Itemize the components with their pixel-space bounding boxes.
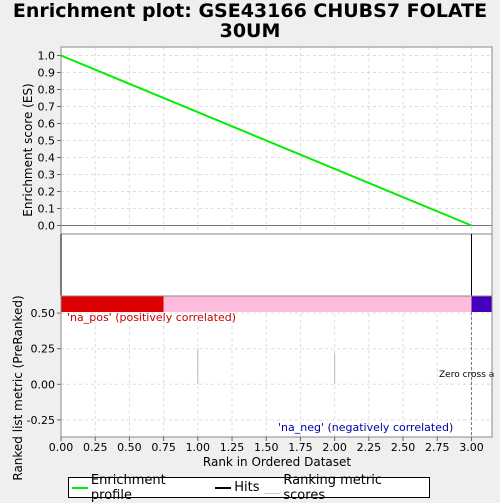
color-bar-segment [163, 296, 472, 312]
color-bar-segment [471, 296, 492, 312]
x-axis-label: Rank in Ordered Dataset [203, 455, 351, 469]
x-tick-label: 1.25 [220, 441, 245, 454]
es-panel: 0.0 0.1 0.2 0.3 0.4 0.5 0.6 0.7 0.8 0.9 1.0 [38, 46, 493, 235]
x-tick-label: 1.50 [254, 441, 279, 454]
x-tick-label: 0.25 [83, 441, 108, 454]
es-tick-label: 0.6 [38, 118, 56, 131]
x-tick-label: 0.50 [117, 441, 142, 454]
x-tick-label: 2.50 [391, 441, 416, 454]
pos-correlated-label: 'na_pos' (positively correlated) [67, 311, 236, 324]
x-tick-label: 0.00 [49, 441, 74, 454]
legend-hits-label: Hits [234, 480, 260, 495]
legend: Enrichment profile Hits Ranking metric s… [68, 473, 430, 503]
chart-title: Enrichment plot: GSE43166 CHUBS7 FOLATE … [12, 0, 488, 42]
es-axis-label: Enrichment score (ES) [21, 83, 35, 216]
rank-axis-label: Ranked list metric (PreRanked) [11, 295, 25, 480]
hits-panel [60, 233, 493, 297]
legend-profile-label: Enrichment profile [90, 472, 166, 503]
es-plot-area [61, 47, 492, 234]
es-tick-label: 0.4 [38, 152, 56, 165]
es-tick-label: 0.1 [38, 203, 56, 216]
hits-plot-area [60, 233, 493, 297]
es-tick-label: 0.8 [38, 84, 56, 97]
legend-item-hits: Hits [215, 480, 259, 495]
es-tick-label: 1.0 [38, 50, 56, 63]
x-tick-label: 2.00 [322, 441, 347, 454]
legend-profile-swatch [72, 486, 88, 489]
color-bar-segment [61, 296, 164, 312]
legend-ranking-label: Ranking metric scores [283, 472, 382, 503]
es-tick-label: 0.2 [38, 186, 56, 199]
x-axis: 0.00 0.25 0.50 0.75 1.00 1.25 1.50 1.75 2.00 2.25… [49, 437, 484, 454]
x-tick-label: 2.25 [357, 441, 382, 454]
enrichment-profile-line [60, 54, 472, 227]
rank-plot-area [61, 296, 492, 437]
legend-hits-swatch [215, 486, 232, 489]
x-tick-label: 2.75 [425, 441, 450, 454]
x-tick-label: 1.75 [288, 441, 313, 454]
es-tick-label: 0.0 [38, 220, 56, 233]
rank-frame [60, 295, 493, 438]
rank-tick-label: 0.00 [31, 378, 56, 391]
es-tick-label: 0.5 [38, 135, 56, 148]
rank-tick-label: 0.50 [31, 307, 56, 320]
rank-tick-label: -0.25 [27, 414, 55, 427]
x-tick-label: 0.75 [151, 441, 176, 454]
legend-item-ranking: Ranking metric scores [264, 473, 427, 503]
rank-tick-label: 0.25 [31, 343, 56, 356]
x-tick-label: 1.00 [186, 441, 211, 454]
zero-cross-label: Zero cross a [439, 370, 494, 380]
es-tick-label: 0.7 [38, 101, 56, 114]
legend-ranking-swatch [264, 481, 281, 494]
es-tick-label: 0.3 [38, 169, 56, 182]
ranked-metric-panel: -0.25 0.00 0.25 0.50 Zero cross a 'na_pos' (p… [27, 295, 494, 438]
x-tick-label: 3.00 [459, 441, 484, 454]
es-tick-label: 0.9 [38, 67, 56, 80]
legend-item-profile: Enrichment profile [72, 473, 210, 503]
neg-correlated-label: 'na_neg' (negatively correlated) [278, 421, 453, 434]
